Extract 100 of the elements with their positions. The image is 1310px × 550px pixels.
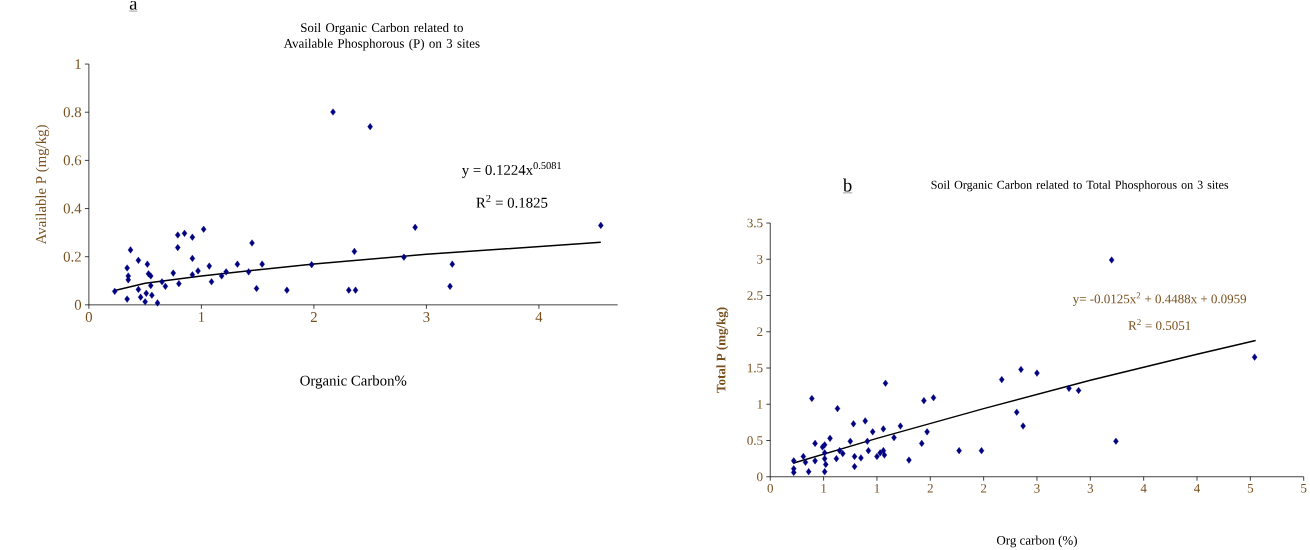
x-tick-label: 0 xyxy=(85,311,93,322)
text: b xyxy=(842,178,852,192)
x-tick-label: 5 xyxy=(1247,483,1254,493)
annotation: R$^{2}$ = 0.1825 xyxy=(476,194,548,208)
point xyxy=(836,446,843,454)
x-tick-label: 4 xyxy=(1140,483,1147,493)
chart-title: Soil Organic Carbon related to Total Phosphorous on 3 sites xyxy=(931,180,1229,192)
x-tick-label: 4 xyxy=(1194,483,1201,493)
point xyxy=(135,285,142,293)
point xyxy=(206,262,212,270)
point xyxy=(882,379,889,387)
point xyxy=(346,286,352,294)
point xyxy=(869,428,876,436)
point xyxy=(308,260,315,268)
point xyxy=(791,457,797,465)
x-tick-label: 1 xyxy=(874,483,880,493)
point xyxy=(218,272,225,280)
point xyxy=(802,458,809,466)
point xyxy=(858,454,864,462)
point xyxy=(367,122,373,130)
point xyxy=(135,256,142,264)
point xyxy=(223,268,229,276)
point xyxy=(821,454,828,462)
point xyxy=(1014,408,1020,416)
annotation: R$^{2}$ = 0.5051 xyxy=(1128,318,1191,330)
point xyxy=(1020,422,1026,430)
y-tick-label: 0 xyxy=(757,472,763,481)
x-tick-label: 1 xyxy=(199,311,205,322)
point xyxy=(401,253,407,261)
point xyxy=(127,246,134,254)
y-tick-label: 0.5 xyxy=(747,435,763,445)
point xyxy=(234,260,241,268)
point xyxy=(189,254,196,262)
point xyxy=(891,433,897,441)
y-tick-label: 0.4 xyxy=(63,203,82,214)
point xyxy=(850,420,857,428)
point xyxy=(1113,437,1119,445)
point xyxy=(956,446,962,454)
point xyxy=(330,108,336,116)
point xyxy=(906,456,912,464)
point xyxy=(865,446,872,454)
point xyxy=(805,467,812,475)
annotation: y= -0.0125x$^{2}$ + 0.4488x + 0.0959 xyxy=(1072,292,1247,306)
x-tick-label: 3 xyxy=(423,311,430,322)
point xyxy=(924,428,930,436)
point xyxy=(851,462,858,470)
point xyxy=(812,439,818,447)
point xyxy=(1075,386,1082,394)
point xyxy=(881,451,888,459)
point xyxy=(351,247,358,255)
chart-title: Soil Organic Carbon related to Available Phosphorous (P) on 3 sites xyxy=(283,22,480,51)
x-tick-label: 0 xyxy=(767,483,774,493)
point xyxy=(862,417,868,425)
y-tick-label: 0.8 xyxy=(63,106,82,118)
point xyxy=(143,289,149,297)
point xyxy=(1034,369,1040,377)
text: a xyxy=(129,0,138,10)
point xyxy=(880,425,887,433)
x-tick-label: 2 xyxy=(927,483,933,493)
x-tick-label: 5 xyxy=(1301,483,1307,493)
point xyxy=(124,295,130,303)
y-axis-title: Available P (mg/kg) xyxy=(35,124,50,245)
point xyxy=(162,282,169,290)
y-tick-label: 1 xyxy=(757,399,763,409)
y-tick-label: 3.5 xyxy=(747,218,763,228)
x-axis-title: Org carbon (%) xyxy=(996,535,1077,548)
y-tick-label: 0.6 xyxy=(63,155,82,166)
point xyxy=(1108,256,1115,264)
x-tick-label: 2 xyxy=(310,311,317,322)
x-tick-label: 4 xyxy=(535,311,543,322)
point xyxy=(999,375,1005,383)
point xyxy=(195,267,201,275)
point xyxy=(897,422,904,430)
point xyxy=(874,452,880,460)
point xyxy=(821,467,828,475)
point xyxy=(124,264,130,272)
point xyxy=(834,404,841,412)
point xyxy=(449,260,455,268)
point xyxy=(840,449,846,457)
point xyxy=(1018,365,1024,373)
y-tick-label: 1 xyxy=(75,58,81,69)
point xyxy=(208,278,215,286)
x-tick-label: 3 xyxy=(1034,483,1040,493)
point xyxy=(921,396,927,404)
annotation: y = 0.1224x$^{0.5081}$ xyxy=(461,161,561,178)
point xyxy=(125,276,131,284)
point xyxy=(189,233,196,241)
point xyxy=(1251,353,1258,361)
point xyxy=(823,460,829,468)
point xyxy=(159,278,165,286)
point xyxy=(833,454,840,462)
point xyxy=(149,291,155,299)
point xyxy=(284,286,290,294)
point xyxy=(978,446,985,454)
point xyxy=(259,260,265,268)
point xyxy=(847,437,853,445)
point xyxy=(809,394,815,402)
point xyxy=(1066,384,1072,392)
point xyxy=(864,437,871,445)
point xyxy=(800,452,807,460)
